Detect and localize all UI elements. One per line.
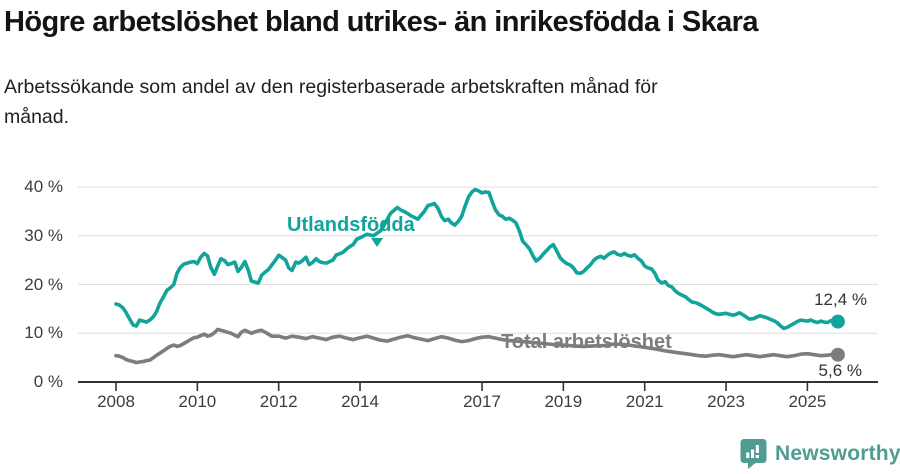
x-axis-label-2017: 2017 <box>463 392 501 411</box>
x-axis-label-2025: 2025 <box>788 392 827 411</box>
y-axis-label-30: 30 % <box>24 225 63 245</box>
page-title: Högre arbetslöshet bland utrikes- än inr… <box>4 6 758 38</box>
series-label-total-arbetsloshet: Total arbetslöshet <box>501 331 672 353</box>
chart-subtitle: Arbetssökande som andel av den registerb… <box>4 72 864 132</box>
x-axis-label-2014: 2014 <box>341 392 379 411</box>
end-dot-total <box>830 347 845 362</box>
y-axis-label-20: 20 % <box>24 274 63 294</box>
newsworthy-brand-text: Newsworthy <box>775 441 900 465</box>
series-line-utlandsfodda <box>114 187 840 331</box>
end-dot-utlandsfodda <box>830 314 845 329</box>
x-axis-label-2021: 2021 <box>625 392 664 411</box>
end-value-utlandsfodda: 12,4 % <box>814 290 867 309</box>
subtitle-line-1: Arbetssökande som andel av den registerb… <box>4 76 658 98</box>
x-axis-label-2012: 2012 <box>259 392 298 411</box>
newsworthy-logo: Newsworthy <box>740 438 900 469</box>
series-line-total <box>114 327 840 365</box>
newsworthy-chart-bubble-icon <box>740 439 767 469</box>
x-axis-label-2023: 2023 <box>707 392 745 411</box>
y-axis-label-10: 10 % <box>24 323 63 343</box>
y-axis-label-0: 0 % <box>33 372 63 391</box>
end-value-total: 5,6 % <box>818 361 862 380</box>
y-axis-label-40: 40 % <box>24 177 63 197</box>
series-label-utlandsfodda: Utlandsfödda <box>287 214 415 236</box>
x-axis-label-2008: 2008 <box>97 392 135 411</box>
x-axis-label-2019: 2019 <box>544 392 583 411</box>
subtitle-line-2: månad. <box>4 106 70 129</box>
x-axis-label-2010: 2010 <box>178 392 217 411</box>
utlandsfodda-label-pointer <box>371 238 383 247</box>
